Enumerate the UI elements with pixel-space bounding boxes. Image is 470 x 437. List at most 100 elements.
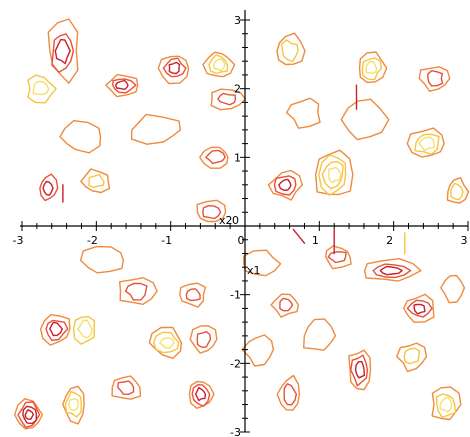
contour-line-33-2 <box>194 386 207 402</box>
contour-line-32-1 <box>117 380 135 395</box>
contour-line-11-1 <box>318 154 347 196</box>
contour-line-29-1 <box>403 347 421 365</box>
contour-line-31-1 <box>64 390 82 418</box>
contour-line-19-2 <box>413 303 426 315</box>
contour-line-25-1 <box>185 288 201 302</box>
contour-line-10-0 <box>446 177 470 204</box>
contour-line-18-0 <box>325 245 352 270</box>
contour-line-26-0 <box>270 293 300 318</box>
contour-line-5-1 <box>217 92 237 106</box>
contour-line-29-0 <box>396 342 428 373</box>
contour-line-20-1 <box>45 319 69 341</box>
contour-line-6-1 <box>280 39 299 63</box>
x-tick-label: 2 <box>386 234 393 247</box>
contour-line-2-1 <box>112 78 137 94</box>
contour-line-22-0 <box>119 277 158 305</box>
contour-line-34-0 <box>276 374 301 411</box>
x-tick-labels: -3 -2 -1 0 1 2 3 <box>13 234 468 247</box>
contour-line-8-0 <box>418 66 451 92</box>
contour-line-22-1 <box>124 282 148 301</box>
contour-line-0-2 <box>54 38 71 65</box>
contour-line-11-3 <box>328 166 342 184</box>
contour-line-8-1 <box>427 70 444 87</box>
contour-line-30-0 <box>14 398 44 430</box>
contour-line-17-0 <box>363 258 422 282</box>
contour-line-31-2 <box>68 398 79 411</box>
contour-line-36-0 <box>130 113 181 145</box>
contour-line-19-0 <box>403 293 435 323</box>
contour-line-3-0 <box>157 55 190 85</box>
contour-line-28-2 <box>439 396 453 413</box>
contour-line-35-0 <box>241 334 275 367</box>
contour-line-15-1 <box>88 173 105 188</box>
contour-line-23-2 <box>159 337 175 349</box>
contour-line-0-1 <box>51 33 75 73</box>
y-tick-label: 3 <box>234 14 241 27</box>
contour-line-1-1 <box>32 80 50 96</box>
axis-ticks <box>21 19 469 433</box>
contour-line-24-0 <box>189 325 218 354</box>
contour-line-37-0 <box>340 98 390 141</box>
contour-line-30-2 <box>22 405 38 425</box>
contour-line-7-0 <box>358 51 388 84</box>
contour-line-3-2 <box>168 61 181 75</box>
contour-line-33-1 <box>191 384 211 407</box>
contour-line-24-1 <box>196 331 212 348</box>
contour-line-34-1 <box>283 383 298 406</box>
contour-line-31-0 <box>62 385 85 425</box>
x-tick-label: 1 <box>312 234 319 247</box>
contour-line-17-1 <box>372 263 412 279</box>
contour-line-27-2 <box>354 360 365 379</box>
y-tick-label: 1 <box>234 151 241 164</box>
y-tick-label: -3 <box>230 426 241 437</box>
x-tick-label: 3 <box>461 234 468 247</box>
contour-line-28-1 <box>435 393 456 418</box>
contour-line-2-2 <box>115 79 129 91</box>
x-axis-label: x1 <box>247 264 261 277</box>
contour-line-4-2 <box>213 58 226 72</box>
y-tick-label: 2 <box>234 83 241 96</box>
contour-line-7-1 <box>361 57 383 81</box>
contour-line-18-1 <box>327 251 347 264</box>
contour-line-14-1 <box>42 180 54 196</box>
x-tick-label: 0 <box>238 234 245 247</box>
contour-line-39-0 <box>285 97 321 129</box>
contour-line-10-1 <box>450 182 464 201</box>
contour-line-42-0 <box>303 318 337 351</box>
contour-line-2-0 <box>105 73 139 98</box>
axes: -3 -2 -1 0 1 2 3 -3 -2 -1 1 2 3 0 x1 x2 <box>13 10 469 437</box>
contour-line-13-1 <box>205 149 226 165</box>
contour-line-23-1 <box>153 331 180 354</box>
contour-line-16-1 <box>202 205 222 220</box>
contour-line-15-0 <box>80 168 111 194</box>
contour-line-9-2 <box>418 136 435 151</box>
contour-line-12-2 <box>278 178 292 191</box>
contour-line-40-0 <box>79 245 125 274</box>
contour-line-9-1 <box>414 133 440 155</box>
contour-stroke-1 <box>292 228 306 244</box>
contour-line-27-1 <box>350 354 369 387</box>
contour-line-13-0 <box>199 146 229 169</box>
y-tick-labels: -3 -2 -1 1 2 3 0 <box>230 14 241 437</box>
contour-line-9-0 <box>406 127 445 158</box>
contour-line-1-0 <box>27 74 57 104</box>
contour-line-17-2 <box>379 265 403 276</box>
contour-line-21-0 <box>72 315 95 345</box>
contour-lines <box>14 18 470 430</box>
contour-line-30-3 <box>24 409 34 420</box>
contour-line-20-2 <box>49 321 63 337</box>
contour-line-16-0 <box>196 199 227 223</box>
x-tick-label: -1 <box>161 234 172 247</box>
contour-line-11-2 <box>321 160 344 190</box>
contour-line-25-0 <box>179 282 207 308</box>
contour-line-41-0 <box>243 249 282 277</box>
contour-line-28-0 <box>431 386 462 421</box>
contour-line-0-0 <box>47 18 79 84</box>
contour-line-4-0 <box>202 51 236 78</box>
contour-line-20-0 <box>39 314 71 346</box>
y-tick-label: 0 <box>232 214 239 227</box>
contour-line-7-2 <box>365 60 378 74</box>
contour-line-32-0 <box>111 375 142 400</box>
contour-line-11-0 <box>315 149 354 196</box>
y-axis-label: x2 <box>219 214 233 227</box>
